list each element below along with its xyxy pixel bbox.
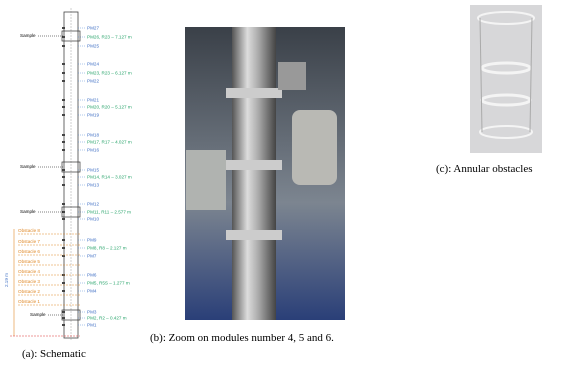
obstacle-label: Obstacle 3	[18, 279, 40, 284]
sensor	[62, 317, 65, 319]
pressure-label: PM16	[87, 148, 99, 153]
pressure-label: PM11, R11 – 2.577 m	[87, 210, 131, 215]
sensor	[62, 45, 65, 47]
sensor	[62, 239, 65, 241]
sensor	[62, 134, 65, 136]
caption: (c): Annular obstacles	[436, 163, 533, 175]
obstacle-label: Obstacle 6	[18, 249, 40, 254]
sample-label: Sample	[20, 164, 36, 169]
sensor	[62, 63, 65, 65]
sensor	[62, 324, 65, 326]
pressure-label: PM12	[87, 202, 99, 207]
pressure-label: PM23, R23 – 6.127 m	[87, 71, 132, 76]
pressure-label: PM15	[87, 168, 99, 173]
sensor	[62, 290, 65, 292]
sensor	[62, 27, 65, 29]
sensor	[62, 141, 65, 143]
pressure-label: PM17, R17 – 4.027 m	[87, 140, 132, 145]
pressure-label: PM10	[87, 217, 99, 222]
pressure-label: PM19	[87, 113, 99, 118]
obstacle-label: Obstacle 7	[18, 239, 40, 244]
pressure-label: PM27	[87, 26, 99, 31]
flange	[226, 230, 282, 240]
caption: (b): Zoom on modules number 4, 5 and 6.	[150, 332, 334, 344]
sensor	[62, 247, 65, 249]
pressure-label: PM8, R8 – 2.127 m	[87, 246, 127, 251]
sensor	[62, 169, 65, 171]
pressure-label: PM14, R14 – 3.027 m	[87, 175, 132, 180]
dimension-label: 2.19 m	[4, 273, 9, 287]
sensor	[62, 203, 65, 205]
sample-label: Sample	[20, 209, 36, 214]
flange	[226, 88, 282, 98]
sample-label: Sample	[30, 312, 46, 317]
pressure-label: PM22	[87, 79, 99, 84]
sensor	[62, 99, 65, 101]
pressure-label: PM3	[87, 310, 97, 315]
obstacle-label: Obstacle 4	[18, 269, 40, 274]
sensor	[62, 80, 65, 82]
photo-modules	[185, 27, 407, 320]
obstacle-label: Obstacle 5	[18, 259, 40, 264]
pressure-label: PM2, R2 – 0.427 m	[87, 316, 127, 321]
tank	[292, 110, 337, 185]
caption: (a): Schematic	[22, 348, 86, 360]
schematic-labels: PM27 PM26, R23 – 7.127 m PM25 PM24 PM23, R23…	[4, 26, 132, 328]
column-photo	[232, 27, 276, 320]
pressure-label: PM9	[87, 238, 97, 243]
obstacle-label: Obstacle 2	[18, 289, 40, 294]
flange	[226, 160, 282, 170]
pressure-label: PM5, R5S – 1.277 m	[87, 281, 130, 286]
pressure-label: PM1	[87, 323, 97, 328]
pressure-label: PM24	[87, 62, 99, 67]
box	[186, 150, 226, 210]
sensor	[62, 282, 65, 284]
pressure-label: PM4	[87, 289, 97, 294]
obstacle-label: Obstacle 1	[18, 299, 40, 304]
box	[278, 62, 306, 90]
pressure-label: PM25	[87, 44, 99, 49]
sensor	[62, 218, 65, 220]
sensor	[62, 184, 65, 186]
pressure-label: PM18	[87, 133, 99, 138]
pressure-label: PM6	[87, 273, 97, 278]
figure: PM27 PM26, R23 – 7.127 m PM25 PM24 PM23, R23…	[0, 0, 565, 367]
sensor	[62, 36, 65, 38]
pressure-label: PM13	[87, 183, 99, 188]
pressure-label: PM26, R23 – 7.127 m	[87, 35, 132, 40]
sensor	[62, 149, 65, 151]
sample-label: Sample	[20, 33, 36, 38]
pressure-label: PM20, R20 – 5.127 m	[87, 105, 132, 110]
sensor	[62, 311, 65, 313]
sensor	[62, 72, 65, 74]
obstacle-label: Obstacle 8	[18, 228, 40, 233]
photo-obstacles	[470, 5, 542, 153]
sensor	[62, 176, 65, 178]
sensor	[62, 114, 65, 116]
pressure-label: PM7	[87, 254, 97, 259]
pressure-label: PM21	[87, 98, 99, 103]
sensor	[62, 106, 65, 108]
